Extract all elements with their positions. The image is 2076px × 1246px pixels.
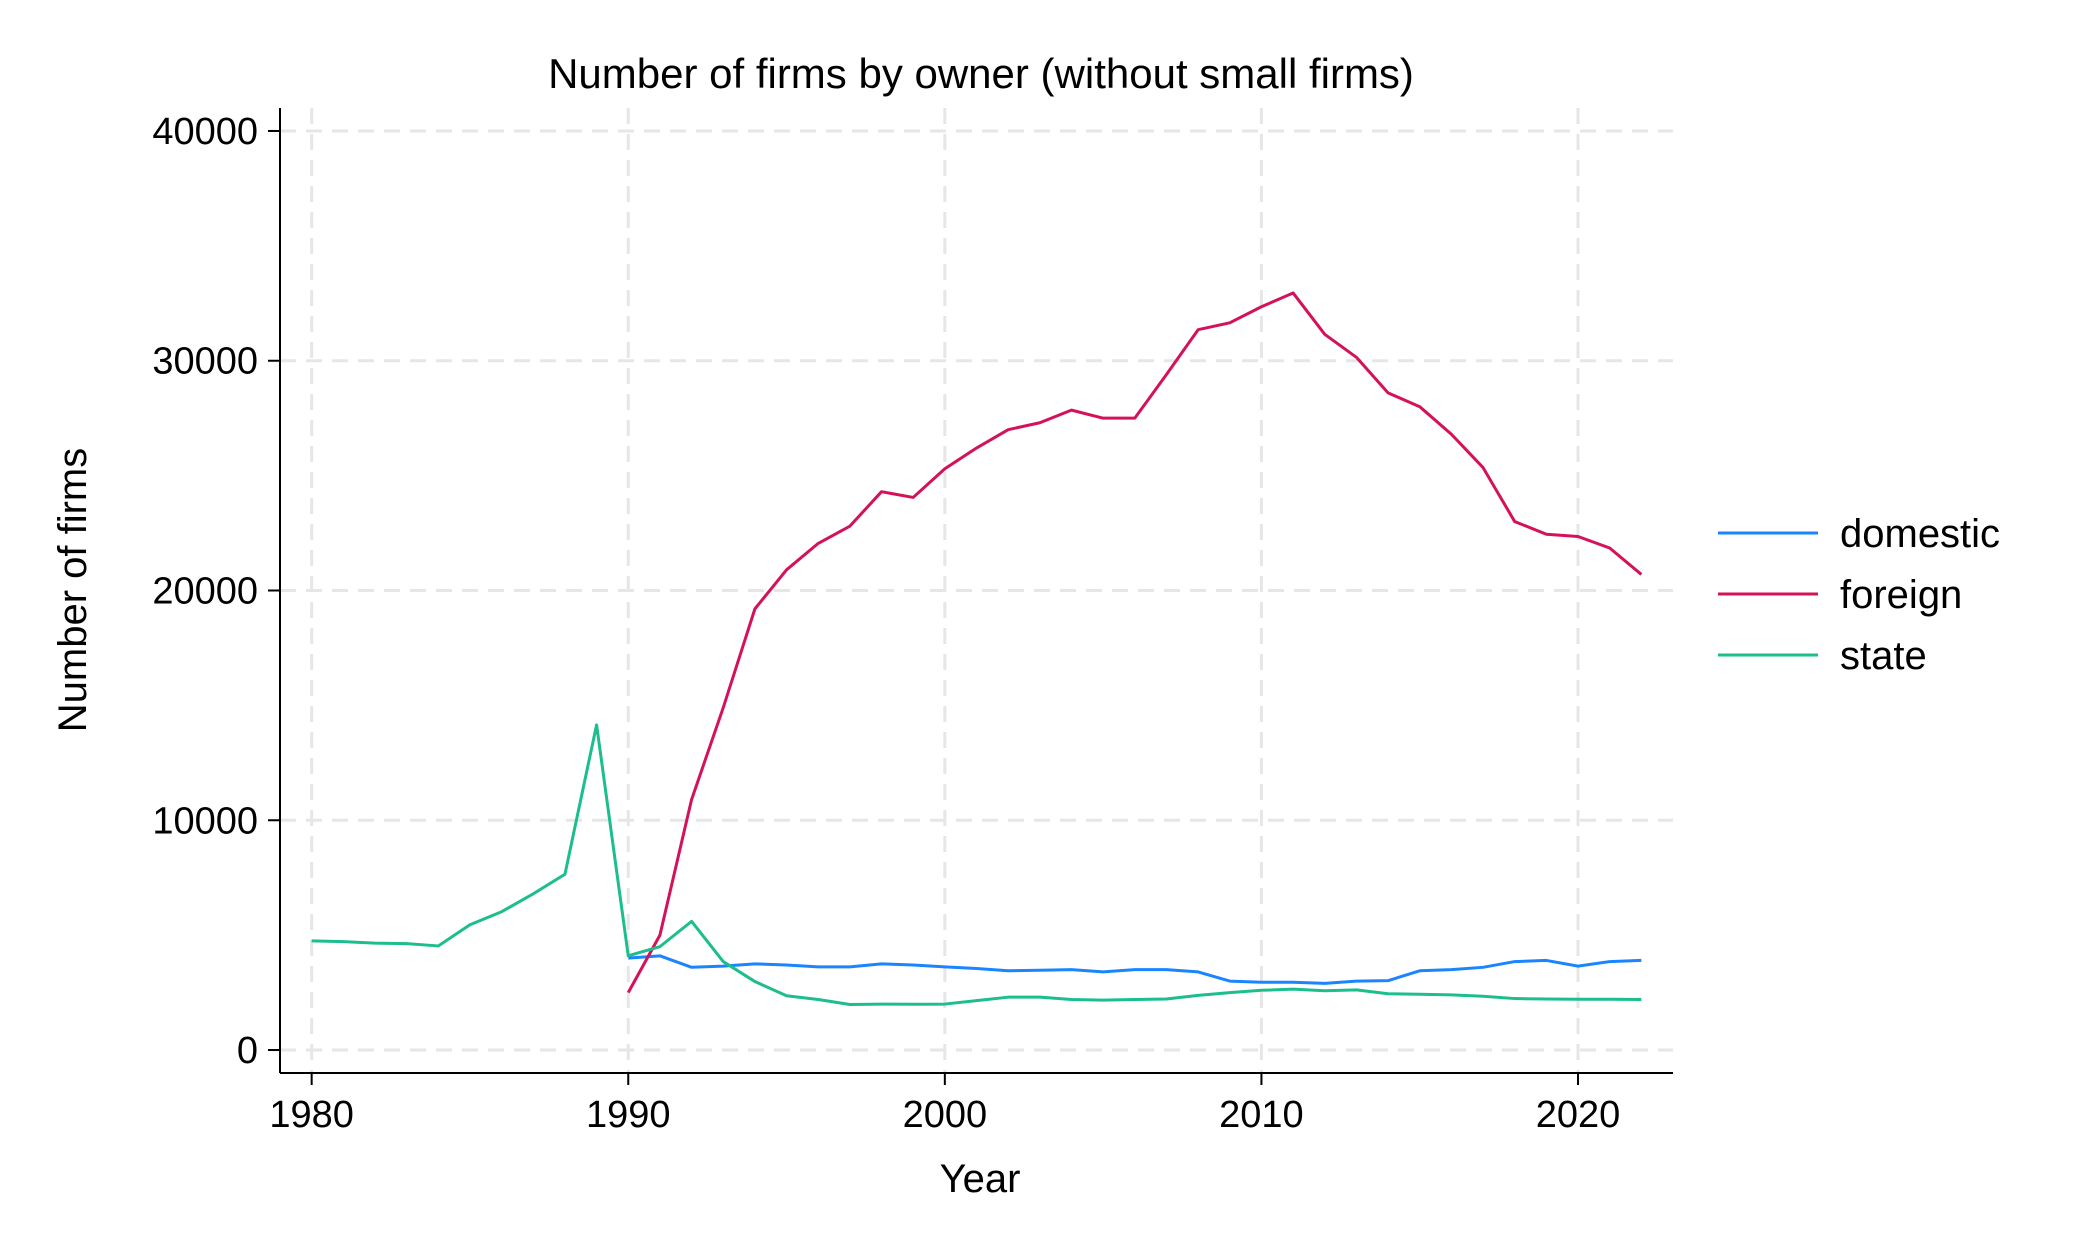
x-tick-label: 1980	[269, 1094, 354, 1136]
x-tick-label: 2020	[1536, 1094, 1621, 1136]
series	[311, 291, 1643, 1007]
y-axis-label: Number of firms	[51, 448, 95, 733]
series-line-foreign	[626, 291, 1643, 994]
legend-label-state: state	[1840, 634, 1927, 678]
x-tick-label: 1990	[586, 1094, 671, 1136]
grid	[280, 108, 1673, 1073]
legend-label-domestic: domestic	[1840, 512, 2000, 556]
x-tick-label: 2010	[1219, 1094, 1304, 1136]
y-tick-label: 30000	[152, 341, 258, 383]
y-tick-label: 0	[237, 1030, 258, 1072]
chart-title: Number of firms by owner (without small …	[548, 50, 1414, 97]
legend: domestic foreign state	[1718, 512, 2000, 678]
series-line-state	[311, 723, 1642, 1007]
legend-label-foreign: foreign	[1840, 573, 1962, 617]
y-tick-label: 20000	[152, 571, 258, 613]
y-tick-label: 40000	[152, 111, 258, 153]
x-tick-label: 2000	[903, 1094, 988, 1136]
ticks: 0 10000 20000 30000 40000 1980 1990 2000 2010 202…	[152, 111, 1620, 1136]
x-axis-label: Year	[940, 1157, 1021, 1201]
y-tick-label: 10000	[152, 800, 258, 842]
series-line-domestic	[628, 954, 1642, 985]
